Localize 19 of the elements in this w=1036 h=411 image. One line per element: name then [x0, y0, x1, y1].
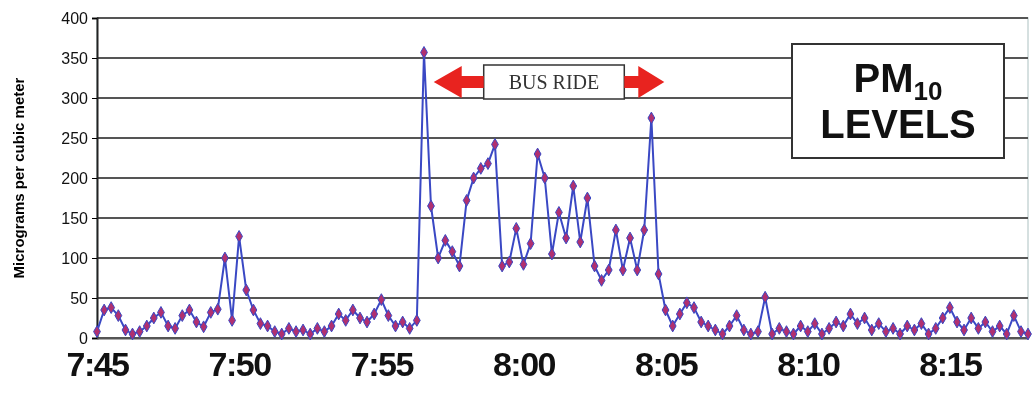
y-tick-label: 350 — [61, 49, 89, 67]
y-tick-label: 150 — [61, 209, 89, 227]
text: PM$_{10}$ LEVELS — [820, 56, 976, 146]
x-tick-label: 7:50 — [208, 345, 272, 384]
x-tick-label: 7:55 — [350, 345, 414, 384]
x-tick-label: 8:00 — [492, 345, 556, 384]
y-tick-label: 0 — [79, 329, 89, 347]
y-tick-label: 200 — [61, 169, 89, 187]
x-tick-label: 8:15 — [919, 345, 982, 384]
y-tick-label: 100 — [61, 249, 89, 267]
x-tick-label: 7:45 — [66, 345, 130, 384]
y-tick-label: 400 — [61, 9, 89, 27]
y-tick-label: 300 — [61, 89, 89, 107]
annotation: BUS RIDE — [508, 71, 600, 93]
x-tick-label: 8:05 — [635, 345, 698, 384]
x-tick-label: 8:10 — [777, 345, 840, 384]
y-axis-title: Micrograms per cubic meter — [10, 77, 27, 279]
y-tick-label: 50 — [70, 289, 89, 307]
y-tick-label: 250 — [61, 129, 89, 147]
